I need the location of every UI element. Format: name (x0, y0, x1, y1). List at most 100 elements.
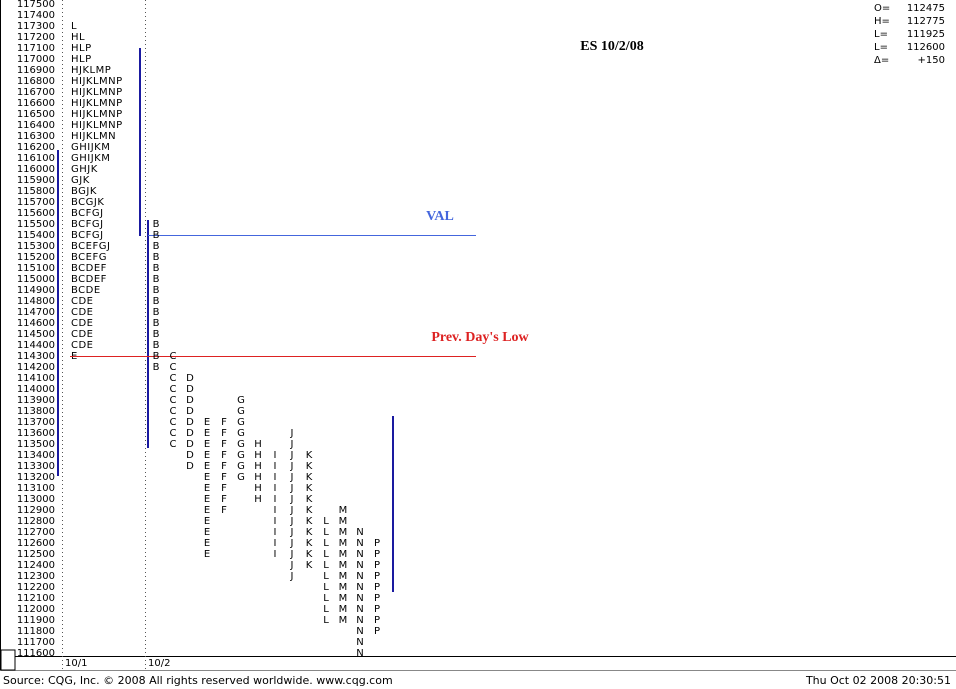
price-label: 115500 (17, 219, 55, 230)
tpo-letter: N (356, 593, 363, 604)
tpo-letter: I (274, 494, 277, 505)
tpo-letter: K (306, 494, 313, 505)
tpo-letter: B (153, 340, 160, 351)
tpo-letter: B (153, 296, 160, 307)
price-label: 115200 (17, 252, 55, 263)
tpo-letter: N (356, 648, 363, 659)
price-label: 112600 (17, 538, 55, 549)
price-label: 113400 (17, 450, 55, 461)
stat-value: 112775 (907, 16, 945, 27)
tpo-letter: N (356, 582, 363, 593)
tpo-letter: B (153, 318, 160, 329)
price-label: 113900 (17, 395, 55, 406)
tpo-letter: I (274, 483, 277, 494)
tpo-letter: D (186, 428, 194, 439)
price-label: 111900 (17, 615, 55, 626)
tpo-letter: P (374, 626, 380, 637)
price-label: 113700 (17, 417, 55, 428)
tpo-letter: L (323, 615, 329, 626)
tpo-letter: J (290, 505, 294, 516)
tpo-letter: K (306, 461, 313, 472)
day-label: 10/2 (148, 658, 170, 669)
stat-value: 111925 (907, 29, 945, 40)
price-label: 114600 (17, 318, 55, 329)
price-label: 116600 (17, 98, 55, 109)
tpo-letter: F (221, 483, 227, 494)
tpo-letter: I (274, 527, 277, 538)
price-label: 116700 (17, 87, 55, 98)
tpo-letter: E (204, 450, 210, 461)
tpo-letter: E (204, 439, 210, 450)
tpo-letter: E (204, 494, 210, 505)
tpo-row: GHIJKM (71, 142, 110, 153)
tpo-letter: C (170, 417, 177, 428)
tpo-row: HIJKLMNP (71, 76, 123, 87)
tpo-letter: K (306, 549, 313, 560)
tpo-letter: B (153, 252, 160, 263)
tpo-letter: C (170, 384, 177, 395)
tpo-row: BCEFG (71, 252, 107, 263)
price-label: 115400 (17, 230, 55, 241)
price-label: 114300 (17, 351, 55, 362)
price-label: 117500 (17, 0, 55, 10)
tpo-letter: B (153, 351, 160, 362)
price-label: 112100 (17, 593, 55, 604)
corner-box (0, 649, 16, 671)
tpo-row: HIJKLMNP (71, 120, 123, 131)
tpo-letter: D (186, 461, 194, 472)
price-label: 115000 (17, 274, 55, 285)
tpo-letter: I (274, 516, 277, 527)
tpo-letter: L (323, 516, 329, 527)
price-label: 112200 (17, 582, 55, 593)
tpo-letter: K (306, 527, 313, 538)
price-label: 114900 (17, 285, 55, 296)
stat-value: +150 (918, 55, 945, 66)
price-label: 112300 (17, 571, 55, 582)
tpo-letter: D (186, 384, 194, 395)
timestamp: Thu Oct 02 2008 20:30:51 (805, 674, 951, 687)
tpo-row: CDE (71, 329, 94, 340)
tpo-letter: K (306, 483, 313, 494)
stat-label: O= (874, 3, 890, 14)
tpo-letter: C (170, 406, 177, 417)
tpo-letter: P (374, 582, 380, 593)
price-label: 116400 (17, 120, 55, 131)
tpo-letter: D (186, 406, 194, 417)
tpo-row: BCDE (71, 285, 101, 296)
source: Source: CQG, Inc. © 2008 All rights rese… (3, 674, 393, 687)
tpo-row: CDE (71, 318, 94, 329)
tpo-letter: J (290, 483, 294, 494)
tpo-letter: D (186, 439, 194, 450)
tpo-row: GJK (71, 175, 90, 186)
price-label: 112900 (17, 505, 55, 516)
tpo-letter: N (356, 538, 363, 549)
tpo-letter: L (323, 571, 329, 582)
tpo-letter: B (153, 362, 160, 373)
tpo-row: L (71, 21, 77, 32)
tpo-letter: P (374, 571, 380, 582)
tpo-row: HIJKLMNP (71, 98, 123, 109)
tpo-letter: H (254, 450, 262, 461)
price-label: 114000 (17, 384, 55, 395)
price-label: 117400 (17, 10, 55, 21)
tpo-letter: J (290, 527, 294, 538)
price-label: 115100 (17, 263, 55, 274)
tpo-row: BCEFGJ (71, 241, 110, 252)
tpo-letter: G (237, 472, 245, 483)
tpo-letter: P (374, 549, 380, 560)
tpo-letter: E (204, 417, 210, 428)
tpo-letter: C (170, 373, 177, 384)
tpo-letter: K (306, 516, 313, 527)
tpo-row: HL (71, 32, 85, 43)
price-label: 115700 (17, 197, 55, 208)
tpo-letter: N (356, 626, 363, 637)
tpo-row: BCFGJ (71, 219, 104, 230)
tpo-letter: M (339, 571, 348, 582)
stat-label: H= (874, 16, 890, 27)
tpo-letter: M (339, 538, 348, 549)
tpo-letter: C (170, 351, 177, 362)
tpo-letter: C (170, 362, 177, 373)
